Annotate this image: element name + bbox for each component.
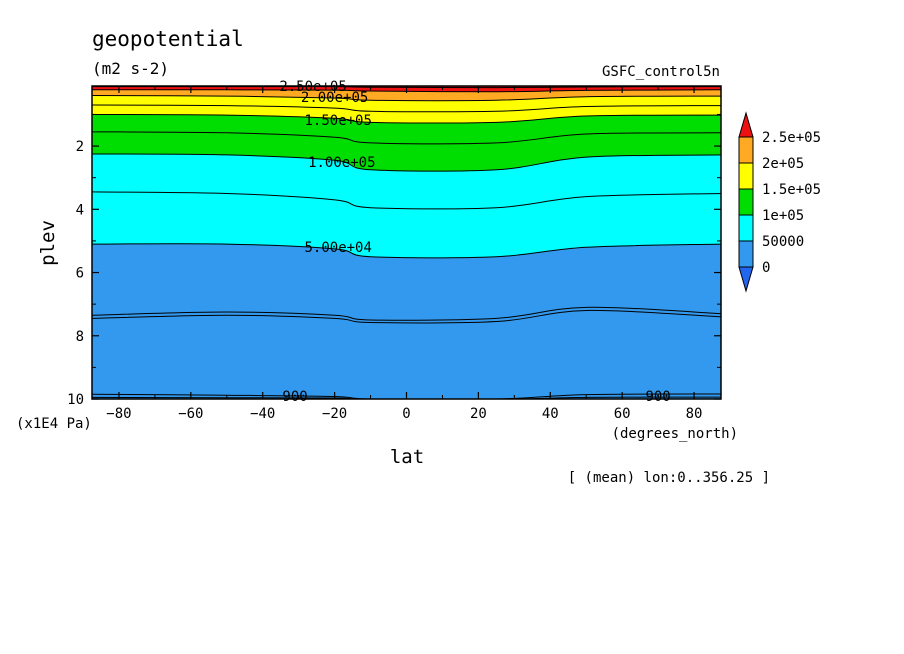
contour-line-50000 (92, 243, 721, 259)
x-tick-label: 60 (614, 406, 631, 422)
colorbar-label: 0 (762, 260, 770, 276)
x-axis-label: lat (390, 446, 424, 468)
contour-line-200000 (92, 94, 721, 102)
y-tick-label: 6 (76, 266, 84, 282)
experiment-label: GSFC_control5n (602, 64, 720, 80)
y-tick-label: 10 (67, 392, 84, 408)
x-tick-label: 40 (542, 406, 559, 422)
contour-label: 5.00e+04 (304, 240, 371, 256)
colorbar-swatch (738, 162, 754, 190)
x-tick-label: −60 (178, 406, 203, 422)
contour-label: 2.00e+05 (301, 90, 368, 106)
band-fill-25000 (92, 307, 721, 399)
chart-title: geopotential (92, 27, 244, 51)
contour-label: 2.50e+05 (279, 79, 346, 95)
contour-fill (92, 86, 721, 399)
colorbar-under-arrow (738, 266, 754, 293)
x-units: (degrees_north) (612, 426, 738, 442)
colorbar-swatch (738, 188, 754, 216)
colorbar-label: 50000 (762, 234, 804, 250)
colorbar-over-arrow (738, 111, 754, 138)
x-tick-label: 20 (470, 406, 487, 422)
x-tick-label: −80 (106, 406, 131, 422)
x-tick-label: −40 (250, 406, 275, 422)
colorbar-label: 2.5e+05 (762, 130, 821, 146)
averaging-note: [ (mean) lon:0..356.25 ] (568, 470, 770, 486)
contour-line-extra-1 (92, 309, 721, 324)
contour-line-25000 (92, 306, 721, 321)
colorbar-label: 2e+05 (762, 156, 804, 172)
y-units: (x1E4 Pa) (16, 416, 92, 432)
colorbar-label: 1.5e+05 (762, 182, 821, 198)
colorbar: 0 50000 1e+05 1.5e+05 2e+05 2.5e+05 (738, 111, 821, 293)
y-tick-label: 2 (76, 139, 84, 155)
x-tick-label: 80 (686, 406, 703, 422)
contour-line-75000 (92, 191, 721, 210)
chart-units: (m2 s-2) (92, 59, 169, 78)
y-tick-label: 8 (76, 329, 84, 345)
y-axis-label: plev (37, 220, 59, 266)
contour-line-125000 (92, 131, 721, 145)
colorbar-swatch (738, 136, 754, 164)
x-axis: −80 −60 −40 −20 0 20 40 60 80 (106, 86, 702, 422)
colorbar-label: 1e+05 (762, 208, 804, 224)
contour-line-100000 (92, 153, 721, 172)
x-tick-label: 0 (402, 406, 410, 422)
colorbar-swatch (738, 214, 754, 242)
y-axis: 2 4 6 8 10 (67, 113, 721, 408)
contour-labels: 2.50e+052.00e+05 1.50e+05 1.00e+05 5.00e+04… (279, 79, 670, 405)
x-tick-label: −20 (322, 406, 347, 422)
contour-line-150000 (92, 113, 721, 124)
contour-line-175000 (92, 104, 721, 113)
y-tick-label: 4 (76, 202, 84, 218)
contour-label: 900 (282, 389, 307, 405)
contour-label: 1.00e+05 (308, 155, 375, 171)
colorbar-swatch (738, 240, 754, 268)
contour-label: 1.50e+05 (304, 113, 371, 129)
